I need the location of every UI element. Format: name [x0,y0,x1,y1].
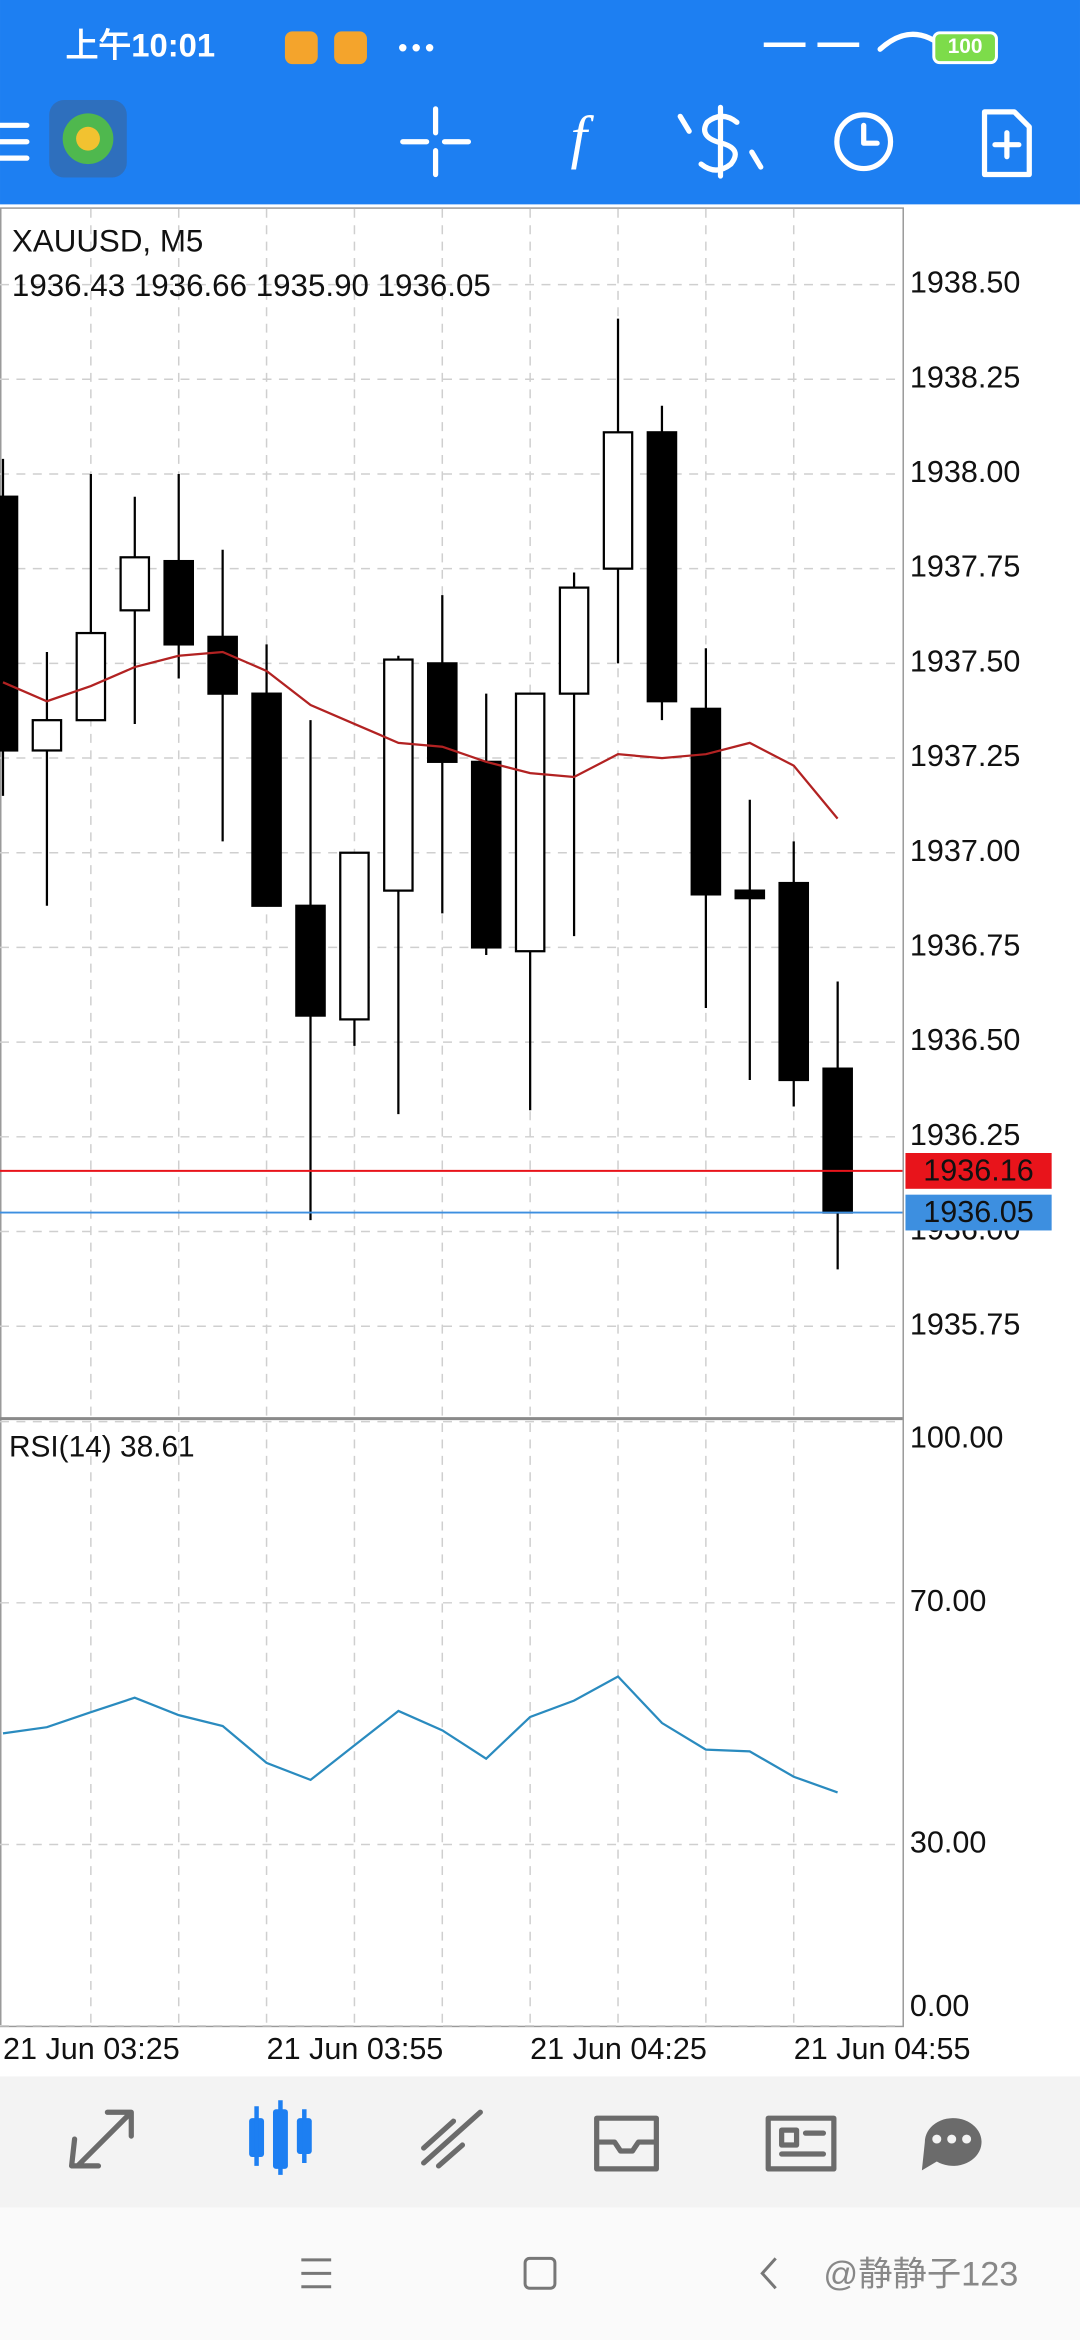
timeframe-button[interactable] [834,112,894,172]
trade-button[interactable] [677,104,764,179]
chart-tab[interactable] [249,2100,312,2175]
crosshair-button[interactable] [400,106,472,178]
y-tick-label: 100.00 [910,1421,1003,1455]
chart-title: XAUUSD, M5 [12,223,203,258]
trade-tab[interactable] [421,2109,483,2169]
candle-body [0,495,19,752]
x-tick-label: 21 Jun 04:55 [794,2032,971,2066]
y-tick-label: 1937.50 [910,644,1020,678]
rsi-line [2,1675,838,1794]
y-tick-label: 1935.75 [910,1307,1020,1341]
candle-body [778,881,810,1082]
candle-body [470,760,502,949]
candle-body [163,559,195,646]
bid-label-box [905,1194,1052,1231]
bid-label: 1936.05 [923,1195,1033,1229]
nav-menu[interactable] [301,2258,332,2289]
candle-body [383,658,414,892]
y-tick-label: 1938.00 [910,455,1020,489]
candle-body [734,889,766,900]
y-tick-label: 1937.75 [910,550,1020,584]
candle-body [31,719,63,752]
y-tick-label: 0.00 [910,1989,969,2023]
y-tick-label: 1938.25 [910,360,1020,394]
tab-bar [0,2076,1080,2208]
quotes-tab[interactable] [69,2109,134,2169]
y-tick-label: 70.00 [910,1584,986,1618]
nav-home[interactable] [523,2256,557,2290]
candle-body [690,707,722,896]
y-tick-label: 1936.25 [910,1118,1020,1152]
y-tick-label: 1937.25 [910,739,1020,773]
chat-tab[interactable] [921,2118,982,2171]
y-tick-label: 1937.00 [910,834,1020,868]
candle-body [75,631,107,722]
menu-button[interactable] [0,122,30,161]
nav-back[interactable] [760,2257,777,2290]
candle-body [295,904,326,1017]
moving-average [2,650,839,820]
x-tick-label: 21 Jun 03:55 [267,2032,444,2066]
status-time: 上午10:01 [66,26,215,63]
template-button[interactable] [981,109,1032,178]
ask-label-box [905,1152,1052,1189]
plot [0,318,903,1794]
indicator-title: RSI(14) 38.61 [9,1430,195,1463]
candle-body [207,635,238,695]
y-tick-label: 30.00 [910,1826,986,1860]
y-tick-label: 1938.50 [910,266,1020,300]
candle-body [251,692,282,907]
candle-body [119,556,151,612]
candle-body [646,431,678,703]
candle-body [602,431,634,570]
x-tick-label: 21 Jun 03:25 [3,2032,180,2066]
ask-label: 1936.16 [923,1153,1033,1187]
candle-body [339,851,370,1021]
y-tick-label: 1936.75 [910,929,1020,963]
battery-level: 100 [948,35,983,58]
candle-body [822,1067,853,1214]
x-tick-label: 21 Jun 04:25 [530,2032,707,2066]
candle-body [558,586,590,695]
y-tick-label: 1936.50 [910,1023,1020,1057]
nav-bar [0,2207,1080,2340]
chart-frame [0,207,904,2028]
candle-body [514,692,546,953]
ohlc-readout: 1936.43 1936.66 1935.90 1936.05 [12,268,491,303]
watermark: @静静子123 [823,2255,1018,2293]
tab-icons [69,2100,982,2175]
news-tab[interactable] [765,2115,837,2172]
status-icons [284,31,998,65]
grid [0,208,903,2027]
history-tab[interactable] [594,2115,659,2172]
